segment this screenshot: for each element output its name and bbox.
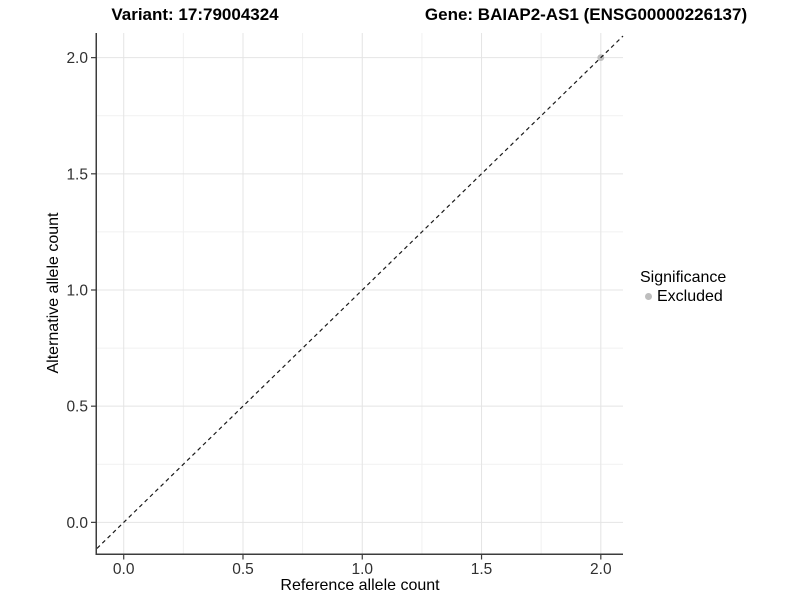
y-tick-label: 2.0	[66, 50, 88, 67]
x-axis-title: Reference allele count	[280, 577, 440, 594]
y-tick-label: 0.0	[66, 515, 88, 532]
x-tick-label: 0.5	[232, 561, 254, 578]
legend-title: Significance	[640, 269, 727, 286]
x-tick-label: 1.5	[471, 561, 493, 578]
x-tick-label: 2.0	[590, 561, 612, 578]
x-tick-label: 0.0	[113, 561, 135, 578]
identity-reference-line	[96, 35, 624, 549]
legend-item-excluded: Excluded	[640, 287, 726, 306]
legend: Significance Excluded	[640, 268, 726, 306]
y-tick-label: 1.5	[66, 166, 88, 183]
y-axis-title: Alternative allele count	[45, 212, 62, 374]
x-tick-label: 1.0	[351, 561, 373, 578]
circle-icon	[645, 293, 652, 300]
y-tick-label: 0.5	[66, 399, 88, 416]
legend-item-label: Excluded	[657, 288, 723, 305]
y-tick-label: 1.0	[66, 282, 88, 299]
gene-title: Gene: BAIAP2-AS1 (ENSG00000226137)	[424, 5, 748, 24]
variant-title: Variant: 17:79004324	[111, 5, 279, 24]
